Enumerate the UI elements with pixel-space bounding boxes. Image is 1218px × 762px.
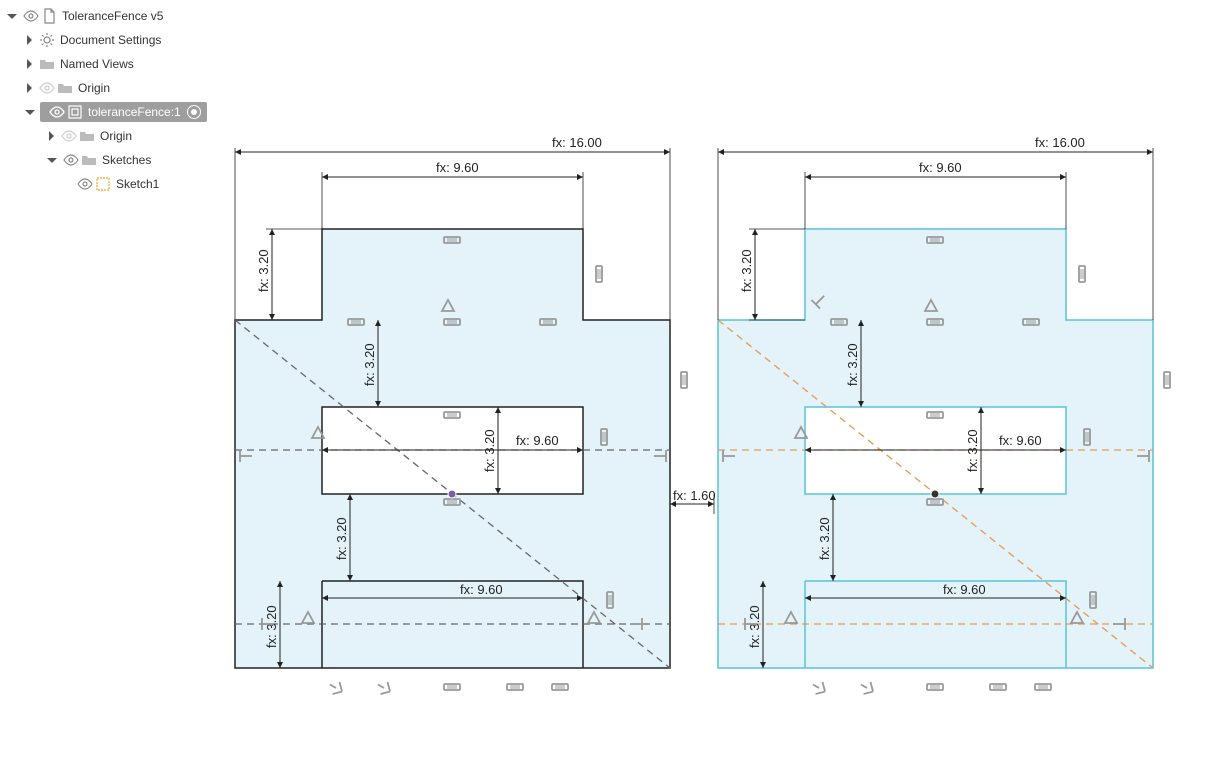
right-sketch-profile[interactable]: fx: 16.00 fx: 9.60 fx: 3.20 fx: 3.20 fx:… bbox=[718, 135, 1170, 698]
svg-text:fx: 3.20: fx: 3.20 bbox=[965, 429, 980, 472]
svg-text:fx: 9.60: fx: 9.60 bbox=[919, 160, 962, 175]
left-sketch-profile[interactable]: fx: 16.00 fx: 9.60 fx: 3.20 fx: 3.20 fx:… bbox=[235, 135, 687, 698]
dimension[interactable]: fx: 9.60 bbox=[322, 160, 583, 229]
svg-text:fx: 3.20: fx: 3.20 bbox=[739, 249, 754, 292]
dimension-gap[interactable]: fx: 1.60 bbox=[670, 488, 716, 514]
svg-text:fx: 1.60: fx: 1.60 bbox=[673, 488, 716, 503]
svg-text:fx: 3.20: fx: 3.20 bbox=[482, 429, 497, 472]
svg-text:fx: 9.60: fx: 9.60 bbox=[516, 433, 559, 448]
dimension[interactable]: fx: 3.20 bbox=[256, 229, 322, 320]
svg-text:fx: 3.20: fx: 3.20 bbox=[747, 605, 762, 648]
svg-text:fx: 3.20: fx: 3.20 bbox=[845, 343, 860, 386]
svg-text:fx: 3.20: fx: 3.20 bbox=[264, 605, 279, 648]
dimension[interactable]: fx: 3.20 bbox=[739, 229, 805, 320]
svg-text:fx: 3.20: fx: 3.20 bbox=[362, 343, 377, 386]
svg-text:fx: 3.20: fx: 3.20 bbox=[817, 517, 832, 560]
sketch-canvas[interactable]: fx: 16.00 fx: 9.60 fx: 3.20 fx: 3.20 fx:… bbox=[0, 0, 1218, 762]
svg-text:fx: 9.60: fx: 9.60 bbox=[999, 433, 1042, 448]
svg-text:fx: 16.00: fx: 16.00 bbox=[1035, 135, 1085, 150]
svg-text:fx: 16.00: fx: 16.00 bbox=[552, 135, 602, 150]
svg-text:fx: 9.60: fx: 9.60 bbox=[460, 582, 503, 597]
svg-text:fx: 9.60: fx: 9.60 bbox=[943, 582, 986, 597]
svg-text:fx: 3.20: fx: 3.20 bbox=[334, 517, 349, 560]
dimension[interactable]: fx: 9.60 bbox=[805, 160, 1066, 229]
svg-text:fx: 9.60: fx: 9.60 bbox=[436, 160, 479, 175]
svg-text:fx: 3.20: fx: 3.20 bbox=[256, 249, 271, 292]
